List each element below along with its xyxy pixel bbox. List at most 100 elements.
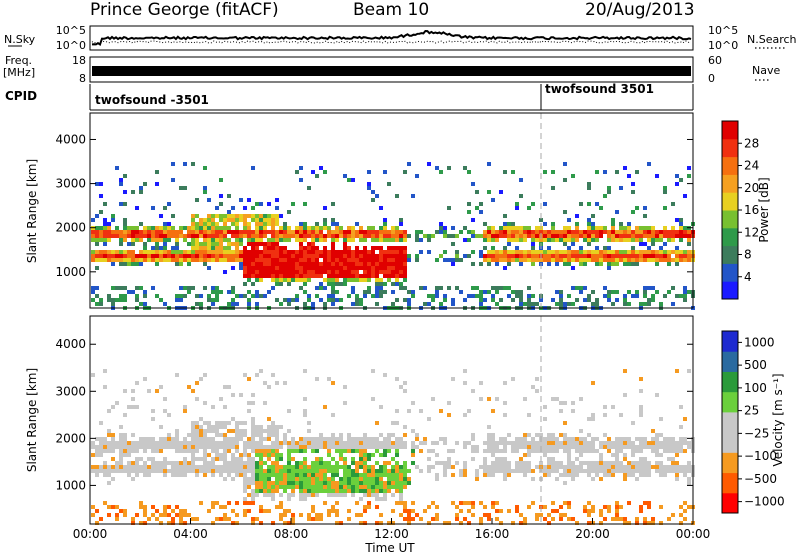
power-cell <box>331 262 335 266</box>
power-cell <box>403 254 407 258</box>
power-cell <box>675 258 679 262</box>
velocity-cell <box>643 457 647 461</box>
power-cell <box>143 254 147 258</box>
velocity-cell <box>203 465 207 469</box>
velocity-cell <box>347 469 351 473</box>
velocity-cell <box>295 481 299 485</box>
power-cell <box>363 230 367 234</box>
power-cell <box>243 222 247 226</box>
velocity-cell <box>199 457 203 461</box>
power-cell <box>239 230 243 234</box>
velocity-cell <box>247 453 251 457</box>
power-cell <box>423 234 427 238</box>
velocity-cell <box>447 461 451 465</box>
velocity-cell <box>515 445 519 449</box>
power-cell <box>135 254 139 258</box>
power-cell <box>327 278 331 282</box>
power-cell <box>343 282 347 286</box>
power-cell <box>543 258 547 262</box>
power-cell <box>511 238 515 242</box>
velocity-cell <box>303 397 307 401</box>
velocity-cell <box>259 433 263 437</box>
velocity-cell <box>535 449 539 453</box>
power-cell <box>211 250 215 254</box>
velocity-cell <box>223 437 227 441</box>
power-cell <box>207 230 211 234</box>
velocity-cell <box>319 513 323 517</box>
velocity-cell <box>479 521 483 525</box>
velocity-cell <box>251 393 255 397</box>
velocity-cell <box>287 509 291 513</box>
power-cell <box>155 254 159 258</box>
velocity-cell <box>143 469 147 473</box>
velocity-cell <box>355 437 359 441</box>
velocity-cell <box>235 521 239 525</box>
power-cell <box>255 242 259 246</box>
velocity-cell <box>111 445 115 449</box>
power-cell <box>195 238 199 242</box>
velocity-cell <box>227 437 231 441</box>
power-cell <box>427 294 431 298</box>
date-label: 20/Aug/2013 <box>585 0 695 20</box>
velocity-cell <box>615 441 619 445</box>
velocity-cell <box>323 473 327 477</box>
power-cell <box>99 238 103 242</box>
power-cell <box>643 258 647 262</box>
power-cell <box>651 254 655 258</box>
power-cell <box>639 302 643 306</box>
velocity-cell <box>275 461 279 465</box>
velocity-cell <box>551 433 555 437</box>
power-cell <box>159 258 163 262</box>
velocity-cell <box>463 501 467 505</box>
power-cell <box>683 286 687 290</box>
velocity-cell <box>339 521 343 525</box>
velocity-cell <box>91 373 95 377</box>
power-cell <box>335 250 339 254</box>
velocity-cell <box>435 473 439 477</box>
velocity-cell <box>359 465 363 469</box>
power-cell <box>395 194 399 198</box>
power-cell <box>191 250 195 254</box>
velocity-cell <box>523 469 527 473</box>
velocity-cell <box>399 473 403 477</box>
power-cell <box>131 226 135 230</box>
velocity-cell <box>247 437 251 441</box>
power-cell <box>627 258 631 262</box>
velocity-cell <box>175 429 179 433</box>
power-cell <box>399 222 403 226</box>
power-cell <box>611 222 615 226</box>
velocity-cell <box>459 521 463 525</box>
power-cell <box>443 226 447 230</box>
velocity-cell <box>235 501 239 505</box>
velocity-cell <box>307 485 311 489</box>
velocity-cell <box>183 457 187 461</box>
velocity-cell <box>303 437 307 441</box>
power-cell <box>187 254 191 258</box>
velocity-cell <box>627 461 631 465</box>
power-cell <box>227 194 231 198</box>
velocity-cell <box>607 461 611 465</box>
velocity-cell <box>283 437 287 441</box>
velocity-cell <box>659 505 663 509</box>
velocity-cell <box>143 437 147 441</box>
power-cell <box>343 266 347 270</box>
velocity-cell <box>355 501 359 505</box>
power-cell <box>235 230 239 234</box>
power-cell <box>391 246 395 250</box>
power-cell <box>291 266 295 270</box>
power-cell <box>315 226 319 230</box>
velocity-cell <box>191 433 195 437</box>
power-cell <box>679 238 683 242</box>
power-cell <box>187 286 191 290</box>
power-cell <box>303 302 307 306</box>
power-cell <box>543 170 547 174</box>
velocity-cell <box>627 465 631 469</box>
power-cell <box>599 230 603 234</box>
power-cell <box>615 234 619 238</box>
velocity-cell <box>315 489 319 493</box>
power-cell <box>363 238 367 242</box>
velocity-cell <box>287 445 291 449</box>
velocity-cell <box>563 433 567 437</box>
velocity-cell <box>279 477 283 481</box>
xtick-label: 04:00 <box>173 527 208 541</box>
